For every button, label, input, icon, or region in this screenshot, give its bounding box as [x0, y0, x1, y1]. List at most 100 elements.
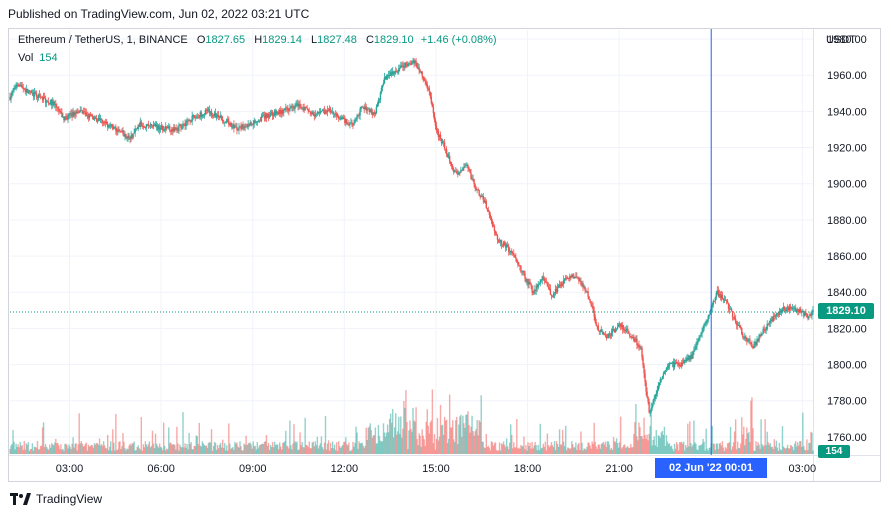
candle-body	[309, 111, 311, 113]
volume-bar	[349, 450, 351, 454]
volume-bar	[215, 450, 218, 454]
price-chart[interactable]: 1760.001780.001800.001820.001840.001860.…	[9, 29, 880, 481]
currency-label[interactable]: USDT	[826, 34, 856, 46]
volume-bar	[46, 448, 49, 454]
candle-body	[488, 211, 491, 215]
candle-body	[751, 343, 753, 348]
candle-body	[252, 123, 254, 126]
volume-bar	[436, 418, 439, 454]
volume-bar	[407, 449, 409, 454]
candle-body	[411, 62, 413, 65]
volume-bar	[290, 445, 292, 454]
symbol-legend: Ethereum / TetherUS, 1, BINANCE O1827.65…	[18, 34, 497, 46]
volume-bar	[491, 442, 494, 454]
volume-bar	[149, 447, 152, 454]
candle-body	[485, 201, 488, 209]
volume-bar	[740, 443, 742, 454]
candle-body	[460, 170, 462, 173]
volume-bar	[293, 424, 295, 454]
candle-body	[495, 233, 498, 236]
candle-body	[355, 119, 357, 121]
candle-body	[78, 111, 80, 113]
volume-bar	[579, 449, 581, 454]
candle-body	[186, 120, 188, 123]
candle-body	[657, 385, 660, 391]
candle-body	[692, 352, 694, 359]
volume-bar	[690, 442, 692, 454]
volume-bar	[402, 428, 404, 454]
candle-body	[14, 88, 16, 89]
candle-body	[529, 281, 531, 284]
candle-body	[434, 119, 437, 126]
candle-body	[569, 276, 571, 279]
volume-bar	[567, 447, 569, 454]
volume-bar	[48, 444, 51, 454]
volume-bar	[85, 442, 88, 454]
volume-bar	[276, 444, 279, 454]
volume-bar	[484, 448, 486, 454]
volume-bar	[771, 446, 773, 454]
volume-bar	[646, 434, 648, 454]
tradingview-footer[interactable]: TradingView	[10, 492, 102, 506]
volume-bar	[82, 446, 84, 454]
volume-bar	[520, 444, 522, 454]
volume-bar	[55, 438, 57, 454]
volume-bar	[739, 448, 741, 454]
volume-bar	[515, 447, 517, 454]
volume-bar	[116, 450, 118, 454]
candle-body	[152, 124, 155, 127]
volume-bar	[237, 446, 239, 454]
candle-body	[745, 336, 747, 340]
volume-bar	[148, 441, 151, 454]
candle-body	[73, 112, 75, 116]
candle-body	[44, 98, 47, 103]
volume-bar	[99, 445, 102, 454]
time-tick-label: 06:00	[147, 463, 175, 475]
candle-body	[560, 283, 563, 287]
candle-body	[127, 135, 129, 138]
volume-bar	[94, 444, 97, 454]
candle-body	[316, 112, 319, 114]
volume-bar	[595, 446, 597, 454]
volume-bar	[303, 447, 305, 454]
volume-bar	[33, 446, 36, 454]
volume-bar	[152, 443, 155, 454]
candle-body	[685, 359, 687, 362]
volume-bar	[426, 409, 428, 454]
volume-bar	[115, 413, 117, 454]
candle-body	[423, 77, 425, 81]
candle-body	[812, 310, 814, 313]
candle-body	[683, 360, 685, 363]
candle-body	[231, 126, 233, 128]
candle-body	[588, 296, 590, 300]
volume-bar	[330, 448, 333, 454]
candle-body	[790, 307, 793, 309]
candle-body	[786, 307, 789, 310]
candle-body	[317, 111, 320, 113]
volume-bar	[179, 444, 181, 454]
candle-body	[420, 71, 422, 73]
volume-bar	[291, 449, 293, 454]
volume-bar	[744, 445, 746, 454]
candle-body	[9, 96, 11, 100]
candle-body	[690, 354, 692, 360]
candle-body	[142, 125, 145, 127]
candle-body	[606, 337, 609, 339]
volume-bar	[435, 438, 438, 454]
candle-body	[542, 276, 544, 279]
candle-body	[506, 244, 509, 247]
candle-body	[329, 108, 332, 112]
candle-body	[730, 308, 733, 311]
candle-body	[734, 319, 737, 323]
candle-body	[468, 167, 470, 170]
volume-bar	[185, 447, 187, 454]
volume-bar	[66, 445, 68, 454]
volume-bar	[235, 443, 237, 454]
volume-bar	[153, 448, 156, 454]
candle-body	[785, 309, 788, 311]
volume-bar	[574, 447, 576, 454]
volume-bar	[604, 441, 607, 454]
candle-body	[295, 104, 297, 107]
volume-bar	[774, 446, 777, 454]
volume-bar	[787, 448, 790, 454]
